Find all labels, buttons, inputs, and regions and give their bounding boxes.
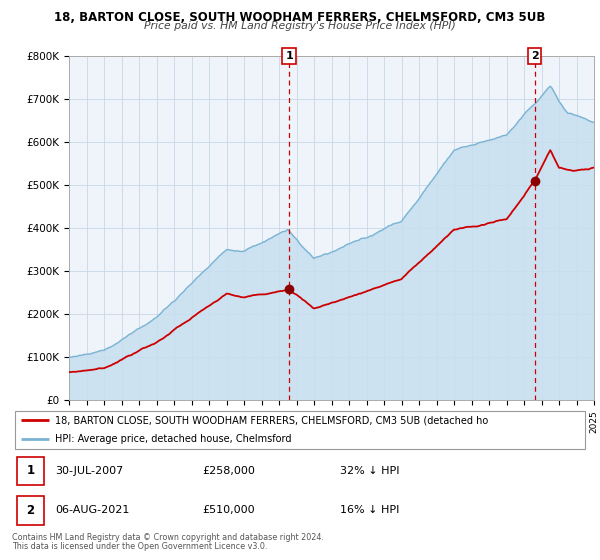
Text: £510,000: £510,000 — [202, 505, 255, 515]
Text: 32% ↓ HPI: 32% ↓ HPI — [340, 466, 400, 476]
Text: This data is licensed under the Open Government Licence v3.0.: This data is licensed under the Open Gov… — [12, 542, 268, 551]
FancyBboxPatch shape — [17, 496, 44, 525]
Text: Contains HM Land Registry data © Crown copyright and database right 2024.: Contains HM Land Registry data © Crown c… — [12, 533, 324, 542]
Text: 18, BARTON CLOSE, SOUTH WOODHAM FERRERS, CHELMSFORD, CM3 5UB: 18, BARTON CLOSE, SOUTH WOODHAM FERRERS,… — [55, 11, 545, 24]
Text: £258,000: £258,000 — [202, 466, 255, 476]
Text: 2: 2 — [530, 51, 538, 61]
Text: 2: 2 — [26, 504, 34, 517]
Text: 30-JUL-2007: 30-JUL-2007 — [55, 466, 124, 476]
Text: 18, BARTON CLOSE, SOUTH WOODHAM FERRERS, CHELMSFORD, CM3 5UB (detached ho: 18, BARTON CLOSE, SOUTH WOODHAM FERRERS,… — [55, 415, 488, 425]
FancyBboxPatch shape — [17, 456, 44, 486]
Text: 1: 1 — [26, 464, 34, 478]
Text: Price paid vs. HM Land Registry's House Price Index (HPI): Price paid vs. HM Land Registry's House … — [144, 21, 456, 31]
Text: 1: 1 — [285, 51, 293, 61]
Text: HPI: Average price, detached house, Chelmsford: HPI: Average price, detached house, Chel… — [55, 435, 292, 445]
Text: 16% ↓ HPI: 16% ↓ HPI — [340, 505, 400, 515]
FancyBboxPatch shape — [15, 411, 585, 449]
Text: 06-AUG-2021: 06-AUG-2021 — [55, 505, 130, 515]
